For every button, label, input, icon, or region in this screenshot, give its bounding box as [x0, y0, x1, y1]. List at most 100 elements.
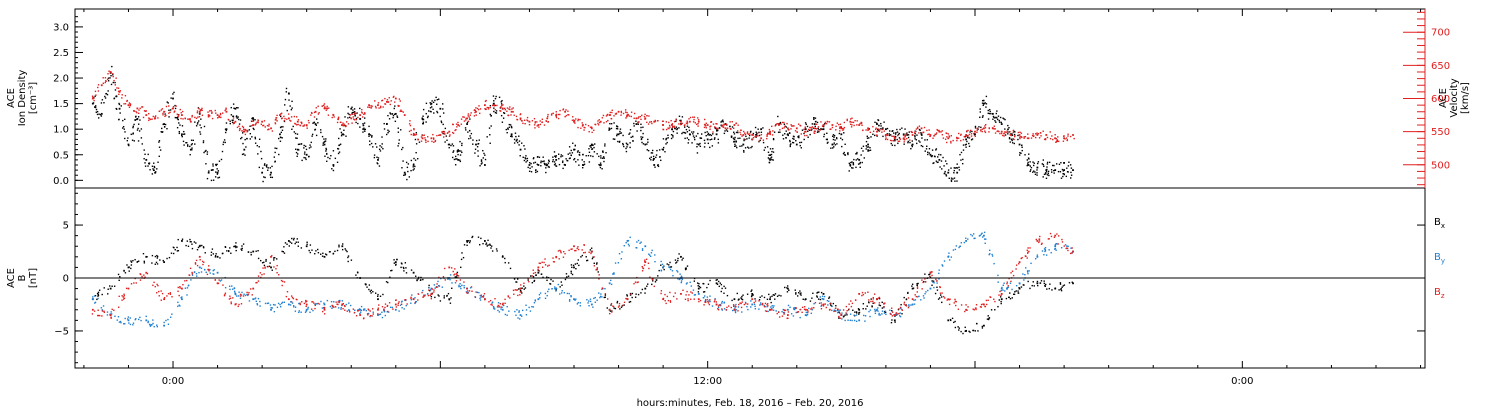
data-point-black [841, 145, 843, 148]
data-point-red [795, 307, 797, 309]
data-point-red [1006, 281, 1008, 283]
data-point-black [792, 137, 794, 140]
data-point-black [826, 138, 828, 141]
data-point-red [593, 129, 595, 132]
data-point-black [377, 157, 380, 159]
data-point-red [609, 114, 612, 116]
data-point-black [300, 143, 302, 145]
data-point-red [222, 284, 224, 286]
data-point-black [283, 246, 285, 248]
data-point-red [618, 302, 621, 305]
data-point-black [866, 135, 868, 138]
data-point-black [1053, 169, 1055, 172]
data-point-blue [644, 245, 647, 248]
data-point-black [703, 146, 706, 148]
data-point-blue [384, 314, 387, 317]
data-point-black [715, 279, 717, 281]
data-point-black [755, 131, 757, 133]
data-point-blue [357, 309, 359, 311]
data-point-black [772, 151, 775, 153]
data-point-blue [911, 303, 914, 306]
data-point-black [454, 164, 457, 166]
data-point-red [974, 130, 976, 133]
data-point-black [834, 144, 836, 146]
data-point-black [743, 138, 745, 140]
data-point-black [379, 295, 382, 297]
data-point-black [369, 290, 372, 292]
data-point-black [533, 157, 535, 159]
data-point-black [800, 141, 803, 144]
data-point-black [746, 293, 749, 295]
data-point-black [395, 263, 397, 266]
data-point-red [429, 294, 432, 297]
data-point-black [741, 298, 744, 301]
data-point-black [771, 150, 773, 153]
data-point-blue [363, 309, 365, 311]
data-point-red [270, 127, 272, 130]
data-point-blue [256, 304, 259, 306]
data-point-black [136, 118, 138, 121]
data-point-black [1029, 170, 1031, 173]
data-point-blue [819, 296, 821, 298]
data-point-blue [436, 286, 439, 288]
data-point-blue [991, 255, 994, 257]
data-point-black [533, 279, 536, 282]
data-point-red [498, 305, 500, 307]
data-point-red [722, 126, 725, 128]
data-point-black [659, 156, 661, 158]
data-point-red [161, 108, 164, 110]
data-point-black [455, 276, 457, 278]
data-point-red [850, 305, 853, 308]
data-point-red [952, 139, 954, 142]
data-point-red [110, 316, 112, 318]
data-point-black [683, 131, 686, 134]
data-point-black [912, 287, 915, 289]
data-point-red [220, 116, 222, 119]
data-point-red [851, 117, 853, 119]
data-point-red [771, 134, 774, 136]
data-point-black [717, 138, 719, 141]
data-point-red [356, 310, 359, 312]
data-point-black [860, 147, 863, 150]
data-point-blue [106, 314, 109, 316]
data-point-black [314, 129, 316, 131]
data-point-black [325, 138, 327, 140]
data-point-red [534, 122, 536, 124]
data-point-black [382, 147, 384, 150]
data-point-blue [428, 287, 430, 289]
data-point-red [397, 105, 400, 107]
data-point-black [804, 128, 807, 131]
data-point-black [668, 264, 670, 266]
data-point-black [919, 129, 921, 132]
data-point-black [490, 245, 493, 247]
data-point-blue [124, 317, 126, 320]
data-point-red [665, 128, 668, 131]
data-point-black [456, 271, 459, 274]
data-point-red [438, 134, 440, 137]
data-point-red [845, 305, 848, 308]
data-point-red [263, 120, 266, 122]
data-point-black [352, 109, 354, 111]
data-point-red [260, 276, 262, 279]
data-point-red [165, 105, 168, 108]
data-point-red [1067, 135, 1069, 137]
data-point-black [626, 146, 628, 148]
data-point-black [1034, 173, 1037, 176]
data-point-red [641, 265, 643, 268]
data-point-red [794, 130, 797, 132]
data-point-red [662, 128, 665, 131]
data-point-red [467, 292, 469, 294]
data-point-red [404, 299, 406, 301]
data-point-black [95, 105, 97, 107]
data-point-black [669, 261, 671, 264]
data-point-red [717, 305, 720, 307]
data-point-black [324, 155, 326, 157]
data-point-black [1011, 297, 1013, 299]
data-point-blue [737, 306, 740, 308]
data-point-red [1013, 135, 1016, 138]
data-point-black [387, 131, 389, 134]
data-point-black [354, 115, 356, 117]
data-point-red [625, 117, 627, 119]
data-point-red [547, 115, 549, 118]
data-point-blue [827, 304, 829, 306]
